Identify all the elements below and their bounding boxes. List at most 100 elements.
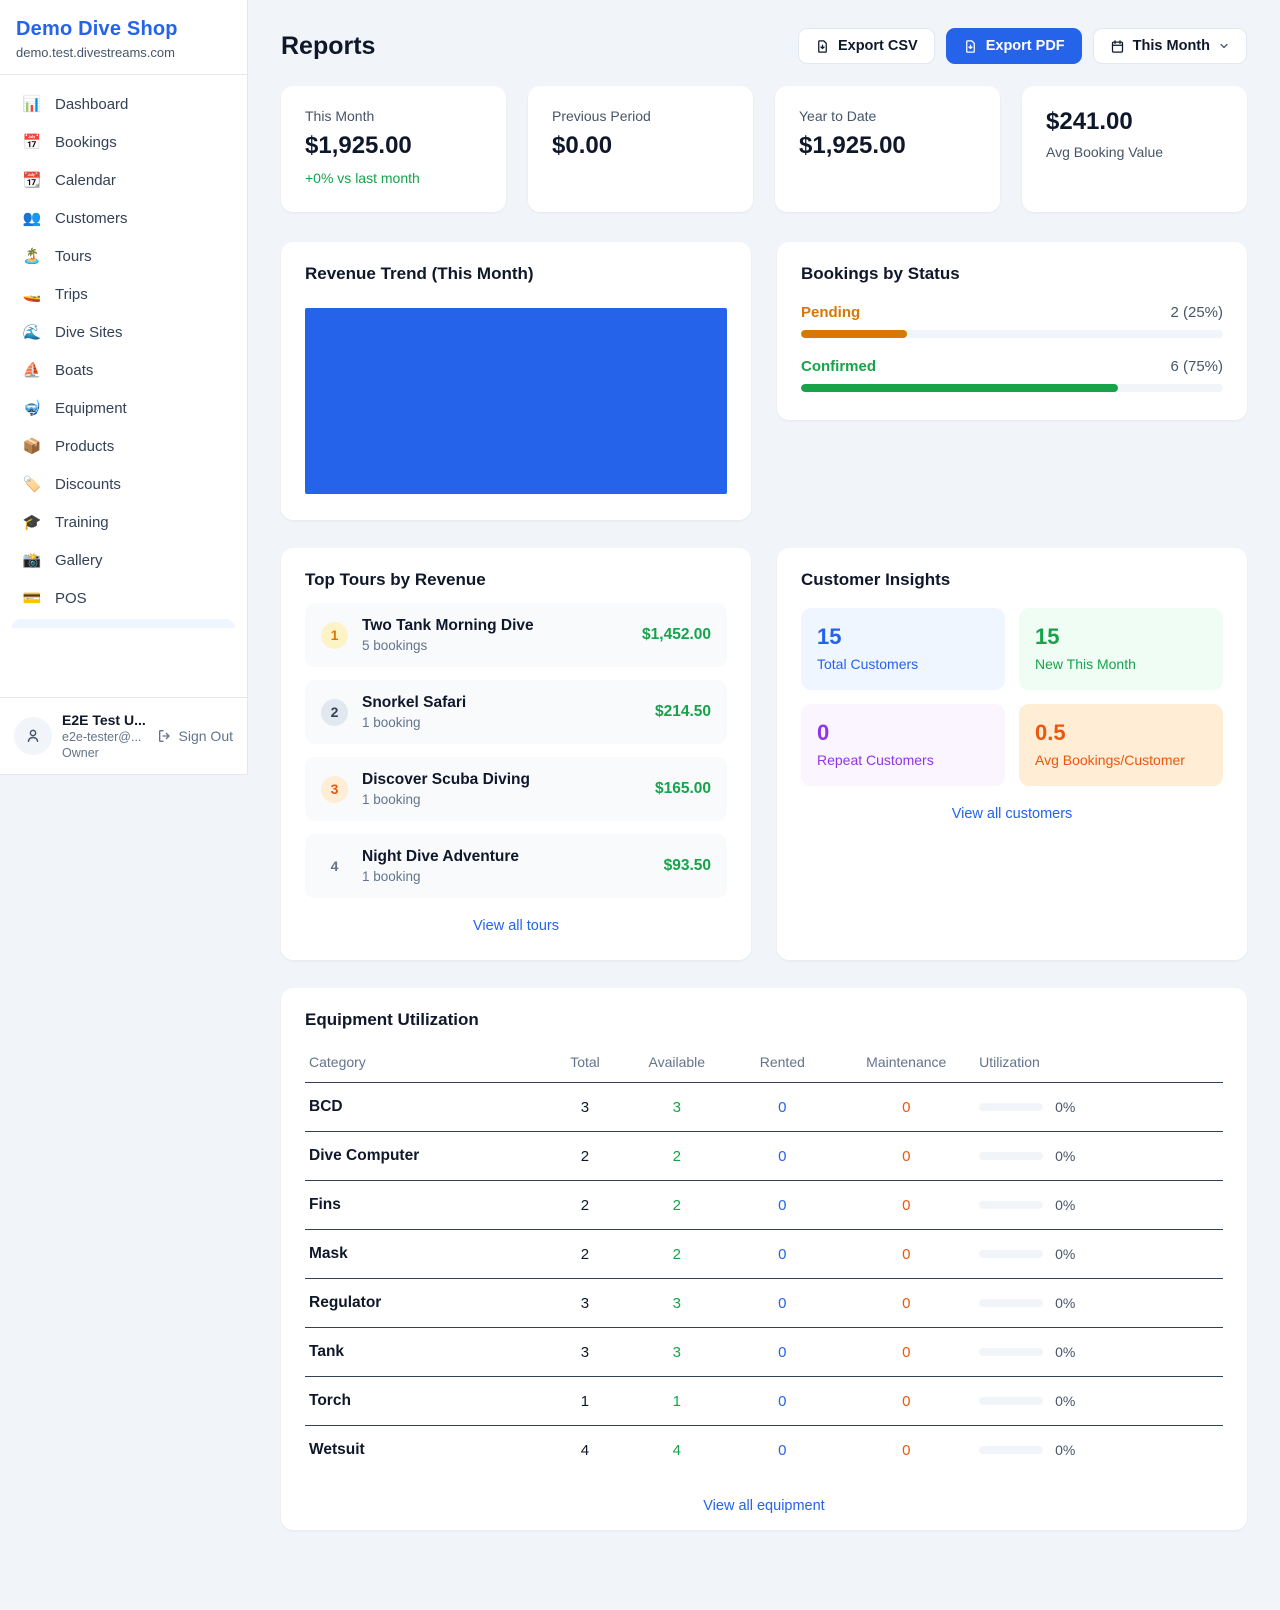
sidebar-item-products[interactable]: 📦 Products [12,427,235,465]
export-pdf-label: Export PDF [985,38,1065,54]
total-cell: 2 [543,1229,627,1279]
column-header: Utilization [975,1044,1223,1083]
category-cell: Torch [305,1376,544,1426]
stat-value: $0.00 [552,132,613,159]
stat-delta: +0% vs last month [305,170,420,186]
view-all-equipment-link[interactable]: View all equipment [703,1498,825,1514]
utilization-bar [979,1201,1044,1209]
tile-value: 0.5 [1035,720,1066,745]
column-header: Maintenance [837,1044,976,1083]
sidebar: Demo Dive Shop demo.test.divestreams.com… [0,0,248,775]
tile-label: Avg Bookings/Customer [1035,752,1185,768]
tile-label: Repeat Customers [817,752,934,768]
utilization-percent: 0% [1055,1393,1076,1409]
period-label: This Month [1132,38,1210,54]
progress-fill [801,330,907,338]
maintenance-cell: 0 [837,1082,976,1132]
sidebar-item-dashboard[interactable]: 📊 Dashboard [12,85,235,123]
period-dropdown[interactable]: This Month [1092,28,1247,64]
export-csv-label: Export CSV [837,38,918,54]
stat-label: Year to Date [799,108,877,124]
sidebar-item-calendar[interactable]: 📆 Calendar [12,161,235,199]
available-cell: 3 [626,1082,728,1132]
available-cell: 3 [626,1327,728,1377]
export-csv-button[interactable]: Export CSV [797,28,935,64]
sidebar-item-label: Dashboard [55,95,129,113]
sidebar-item-pos[interactable]: 💳 POS [12,579,235,617]
rented-cell: 0 [727,1327,838,1377]
sidebar-item-trips[interactable]: 🚤 Trips [12,275,235,313]
stat-cards: This Month $1,925.00 +0% vs last month P… [281,86,1247,212]
sidebar-item-tours[interactable]: 🏝️ Tours [12,237,235,275]
calendar-icon [1111,39,1123,53]
rented-cell: 0 [727,1131,838,1181]
category-cell: Wetsuit [309,1441,365,1458]
dive-sites-icon: 🌊 [22,324,42,341]
file-download-icon [818,39,827,53]
utilization-percent: 0% [1055,1246,1076,1262]
revenue-trend-chart [305,308,727,494]
stat-card-this-month: This Month $1,925.00 +0% vs last month [281,86,506,212]
stat-card-previous-period: Previous Period $0.00 [528,86,753,212]
sidebar-item-customers[interactable]: 👥 Customers [12,199,235,237]
tour-name: Two Tank Morning Dive [362,617,534,634]
status-label: Confirmed [801,358,876,375]
table-row: Mask 2 2 0 0 0% [305,1229,1223,1279]
sidebar-item-equipment[interactable]: 🤿 Equipment [12,389,235,427]
maintenance-cell: 0 [837,1278,976,1328]
available-cell: 2 [626,1229,728,1279]
sign-out-button[interactable]: Sign Out [157,728,233,744]
tour-name: Snorkel Safari [362,694,467,711]
total-cell: 2 [543,1131,627,1181]
sidebar-item-boats[interactable]: ⛵ Boats [12,351,235,389]
maintenance-cell: 0 [837,1131,976,1181]
utilization-percent: 0% [1055,1344,1076,1360]
sign-out-icon [158,730,170,742]
maintenance-cell: 0 [837,1376,976,1426]
sidebar-item-label: POS [55,589,87,607]
total-cell: 3 [543,1327,627,1377]
tile-avg-bookings: 0.5 Avg Bookings/Customer [1019,704,1223,786]
stat-value: $1,925.00 [799,132,906,159]
shop-name: Demo Dive Shop [16,18,178,40]
progress-track [801,330,1223,338]
utilization-bar [979,1397,1044,1405]
sidebar-item-discounts[interactable]: 🏷️ Discounts [12,465,235,503]
sidebar-item-label: Products [55,437,115,455]
status-row-pending: Pending 2 (25%) [801,304,1223,338]
utilization-bar [979,1348,1044,1356]
tour-name: Night Dive Adventure [362,848,520,865]
equipment-utilization-title: Equipment Utilization [305,1010,479,1029]
avatar [14,717,52,755]
export-pdf-button[interactable]: Export PDF [945,28,1082,64]
sidebar-item-training[interactable]: 🎓 Training [12,503,235,541]
rented-cell: 0 [778,1441,787,1459]
table-row: Torch 1 1 0 0 0% [305,1376,1223,1426]
stat-label: Avg Booking Value [1046,144,1164,160]
user-email: e2e-tester@... [62,730,142,744]
top-tours-title: Top Tours by Revenue [305,570,486,589]
revenue-trend-card: Revenue Trend (This Month) [281,242,751,520]
maintenance-cell: 0 [837,1180,976,1230]
sidebar-item-dive-sites[interactable]: 🌊 Dive Sites [12,313,235,351]
rank-badge: 3 [321,775,348,803]
rented-cell: 0 [727,1229,838,1279]
tile-total-customers: 15 Total Customers [801,608,1005,690]
top-tours-card: Top Tours by Revenue 1 Two Tank Morning … [281,548,751,960]
bookings-by-status-card: Bookings by Status Pending 2 (25%) Confi… [777,242,1247,420]
sidebar-item-gallery[interactable]: 📸 Gallery [12,541,235,579]
sidebar-item-bookings[interactable]: 📅 Bookings [12,123,235,161]
stat-value: $241.00 [1046,108,1133,135]
equipment-table: Category Total Available Rented Maintena… [305,1044,1223,1474]
utilization-bar [979,1299,1044,1307]
view-all-tours-link[interactable]: View all tours [473,918,559,934]
page-title: Reports [281,31,376,60]
rented-cell: 0 [727,1376,838,1426]
view-all-customers-link[interactable]: View all customers [951,806,1073,822]
utilization-cell: 0% [975,1180,1223,1230]
person-icon [27,729,39,742]
tile-value: 0 [817,720,830,745]
utilization-bar [979,1152,1044,1160]
customer-insights-card: Customer Insights 15 Total Customers 15 … [777,548,1247,960]
utilization-cell: 0% [975,1278,1223,1328]
